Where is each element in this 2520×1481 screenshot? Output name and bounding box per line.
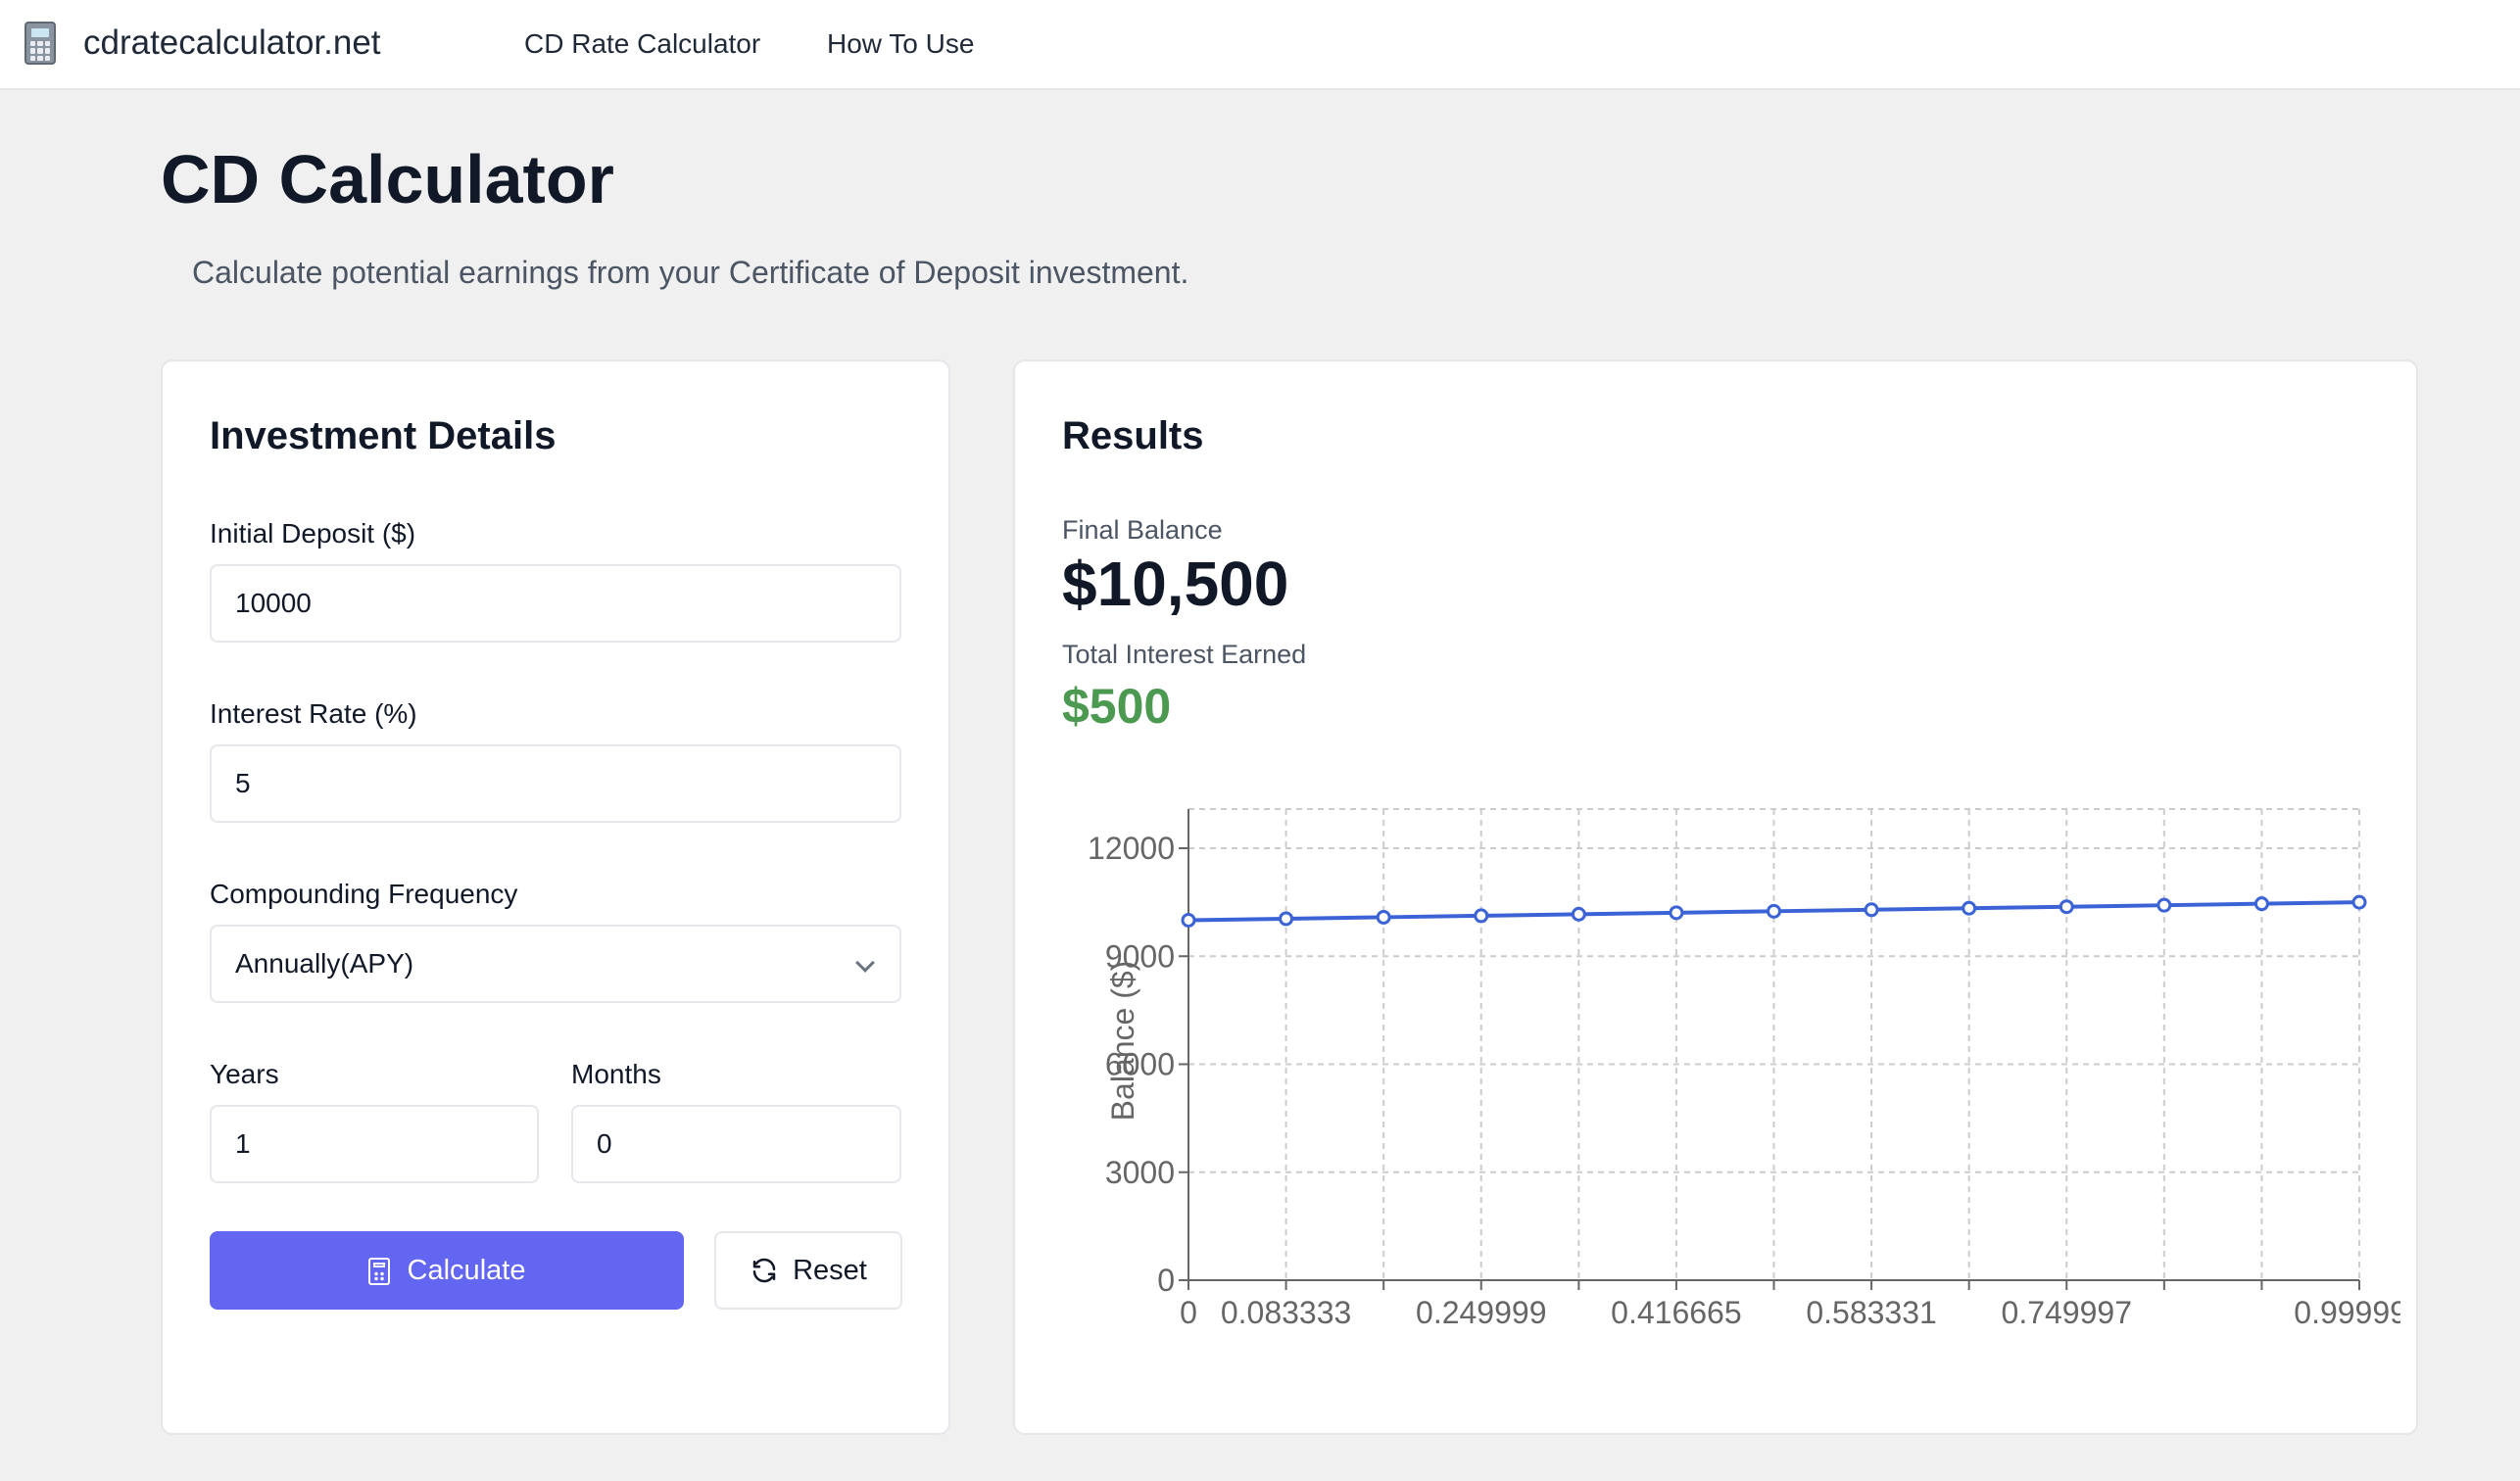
reset-button-label: Reset — [793, 1255, 867, 1286]
y-axis-label: Balance ($) — [1105, 961, 1140, 1122]
balance-line-chart: 0 3000 6000 9000 12000 0 0.083333 0.249999 0.416… — [1088, 808, 2400, 1330]
data-point — [1474, 908, 1489, 924]
x-tick-label: 0.249999 — [1416, 1295, 1546, 1330]
refresh-icon — [752, 1258, 776, 1283]
final-balance-value: $10,500 — [1062, 549, 1289, 619]
total-interest-value: $500 — [1062, 679, 1172, 734]
initial-deposit-label: Initial Deposit ($) — [210, 518, 416, 549]
x-tick-label: 0.749997 — [2002, 1295, 2132, 1330]
calculator-icon — [367, 1258, 390, 1285]
data-point — [1376, 909, 1391, 925]
years-label: Years — [210, 1059, 279, 1089]
y-tick-label: 12000 — [1088, 831, 1175, 866]
calculate-button-label: Calculate — [407, 1255, 526, 1286]
total-interest-label: Total Interest Earned — [1062, 640, 1307, 669]
calculator-icon — [24, 22, 56, 65]
data-point — [1864, 902, 1879, 918]
data-point — [1767, 903, 1781, 919]
nav-link-cd-rate-calculator[interactable]: CD Rate Calculator — [524, 28, 761, 59]
results-title: Results — [1062, 414, 1204, 457]
compounding-frequency-select[interactable]: Annually(APY) — [210, 925, 901, 1003]
calculate-button[interactable]: Calculate — [210, 1231, 684, 1310]
data-point — [1669, 905, 1684, 921]
initial-deposit-value: 10000 — [235, 588, 312, 618]
y-tick-label: 0 — [1157, 1263, 1175, 1298]
compounding-frequency-label: Compounding Frequency — [210, 879, 518, 909]
data-point — [1279, 911, 1294, 927]
years-input[interactable]: 1 — [210, 1105, 539, 1183]
data-point — [1181, 913, 1196, 928]
site-name-link[interactable]: cdratecalculator.net — [83, 24, 381, 62]
y-tick-label: 9000 — [1105, 938, 1175, 974]
chevron-down-icon — [855, 953, 875, 973]
top-navigation-bar: cdratecalculator.net CD Rate Calculator … — [0, 0, 2520, 90]
data-point — [2059, 899, 2074, 915]
investment-details-title: Investment Details — [210, 414, 557, 457]
x-tick-label: 0 — [1180, 1295, 1197, 1330]
interest-rate-label: Interest Rate (%) — [210, 698, 417, 729]
months-label: Months — [571, 1059, 661, 1089]
y-tick-label: 3000 — [1105, 1155, 1175, 1190]
page-subtitle: Calculate potential earnings from your C… — [192, 255, 1189, 290]
months-input[interactable]: 0 — [571, 1105, 901, 1183]
data-point — [1962, 900, 1977, 916]
y-tick-label: 6000 — [1105, 1047, 1175, 1082]
final-balance-label: Final Balance — [1062, 515, 1223, 545]
x-tick-label: 0.416665 — [1611, 1295, 1741, 1330]
x-tick-label: 0.083333 — [1221, 1295, 1351, 1330]
compounding-frequency-value: Annually(APY) — [235, 948, 414, 979]
data-point — [1571, 906, 1586, 922]
reset-button[interactable]: Reset — [714, 1231, 902, 1310]
years-value: 1 — [235, 1128, 251, 1159]
months-value: 0 — [597, 1128, 612, 1159]
data-point — [2253, 896, 2269, 912]
interest-rate-value: 5 — [235, 768, 251, 798]
data-point — [2157, 897, 2172, 913]
data-point — [2351, 894, 2367, 910]
page-title: CD Calculator — [161, 141, 614, 217]
results-card — [1013, 359, 2418, 1435]
nav-link-how-to-use[interactable]: How To Use — [827, 28, 975, 59]
interest-rate-input[interactable]: 5 — [210, 744, 901, 823]
x-tick-label: 0.999996 — [2294, 1295, 2400, 1330]
x-tick-label: 0.583331 — [1806, 1295, 1936, 1330]
initial-deposit-input[interactable]: 10000 — [210, 564, 901, 643]
